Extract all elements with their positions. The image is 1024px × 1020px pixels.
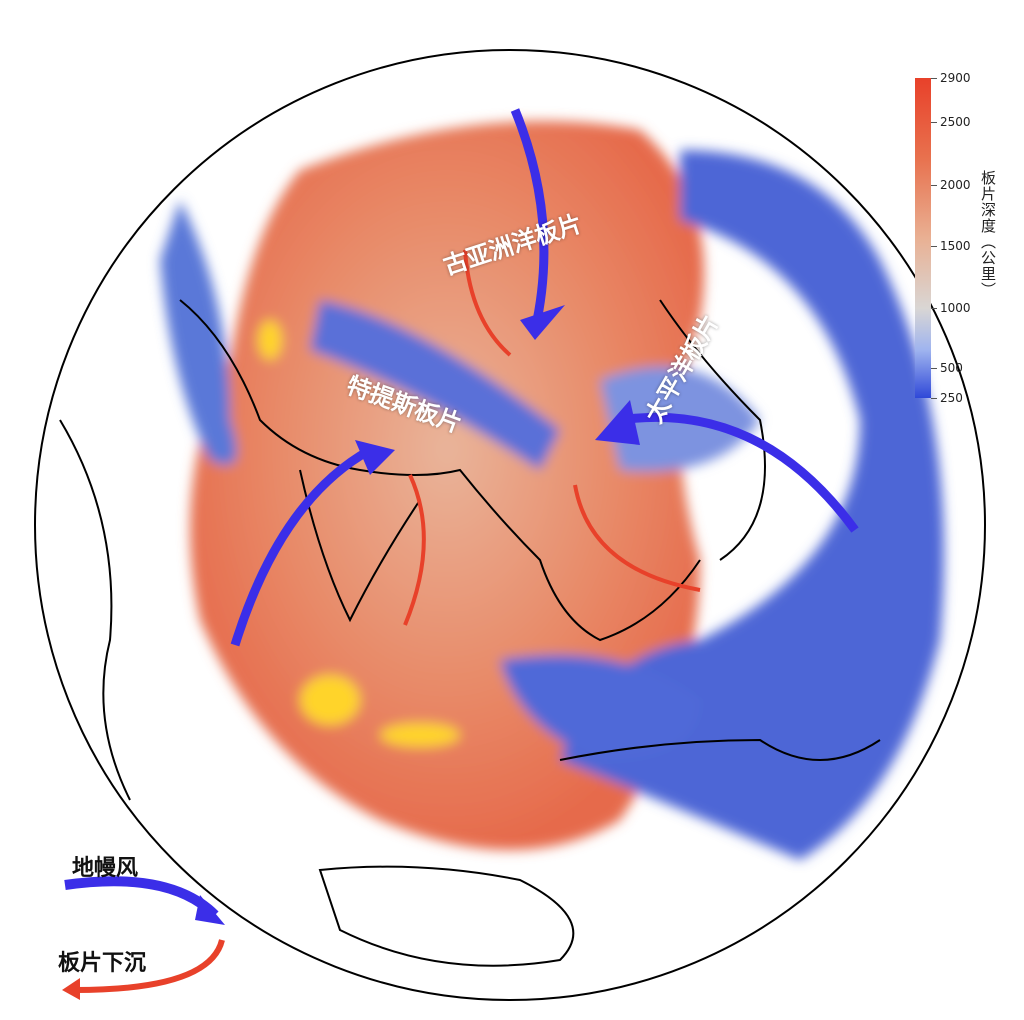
colorbar-tick: 2500 [931, 115, 971, 129]
colorbar-tick: 1500 [931, 239, 971, 253]
mantle-wind-arrows [230, 108, 859, 647]
colorbar-tick: 1000 [931, 301, 971, 315]
colorbar-tick: 500 [931, 361, 963, 375]
slab-sinking-arrow [573, 484, 701, 592]
mantle-wind-arrow [619, 412, 859, 533]
colorbar-tick: 250 [931, 391, 963, 405]
colorbar-title: 板片深度（公里） [979, 170, 997, 298]
mantle-wind-arrow [230, 446, 373, 647]
legend-mantle-wind-label: 地幔风 [72, 856, 139, 881]
colorbar-tick: 2900 [931, 71, 971, 85]
legend-slab-sinking-arrow [74, 939, 225, 993]
slab-sinking-arrow [463, 249, 512, 357]
legend-slab-sinking-label: 板片下沉 [58, 951, 147, 976]
legend-arrows [62, 876, 225, 1000]
slab-sinking-arrows [403, 249, 701, 626]
colorbar-tick: 2000 [931, 178, 971, 192]
colorbar [915, 78, 931, 398]
legend-mantle-wind-arrow [64, 876, 219, 919]
coastlines [59, 299, 881, 967]
mantle-wind-arrow [510, 108, 549, 331]
slab-field [160, 121, 944, 860]
slab-sinking-arrow [403, 474, 426, 626]
